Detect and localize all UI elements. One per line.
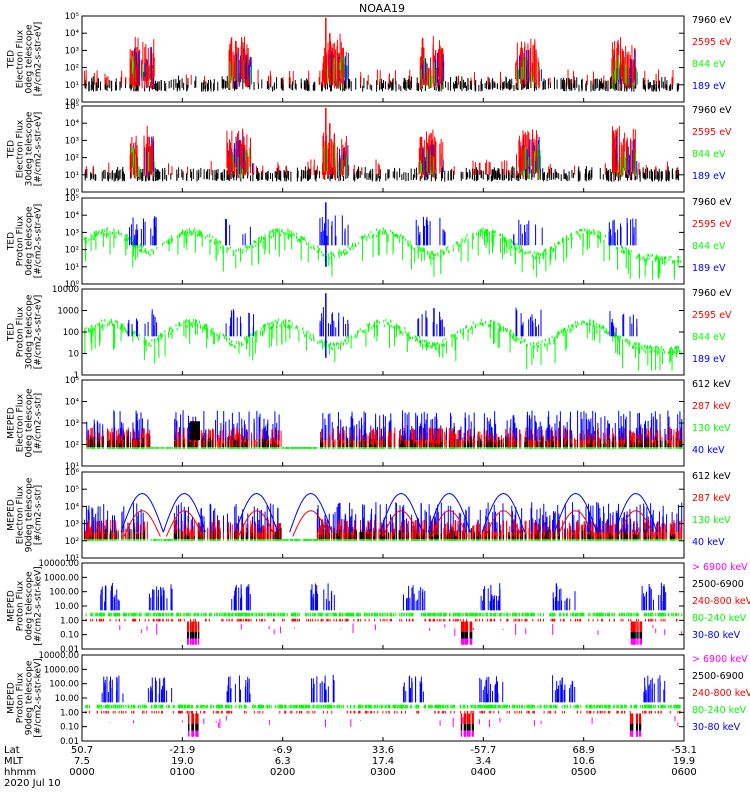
y-tick-label: 10⁴ [65,29,80,39]
panel-2: 10⁰ 10¹ 10² 10³ 10⁴ 10⁵ TEDElectron Flux30deg … [7,102,733,198]
legend-entry: 189 eV [692,354,726,365]
legend: 7960 eV 2595 eV 844 eV 189 eV [692,197,732,274]
y-axis-label-line: TED [7,232,17,251]
panel-3: 10⁰ 10¹ 10² 10³ 10⁴ 10⁵ TEDProton Flux0deg tel… [7,194,733,290]
y-tick-label: 10¹ [65,81,79,91]
legend-entry: 2595 eV [692,219,732,230]
panel-2-frame [81,105,685,193]
legend-entry: 844 eV [692,241,726,252]
legend: 7960 eV 2595 eV 844 eV 189 eV [692,15,732,92]
y-tick-label: 10³ [65,46,79,56]
y-axis-label-line: [#/cm2-s-str-eV] [34,295,44,370]
y-axis-label-line: Proton Flux [16,306,26,357]
y-axis-label: TEDElectron Flux0deg telescope[#/cm2-s-s… [7,22,44,97]
legend-entry: 7960 eV [692,288,732,299]
y-tick-label: 10² [65,154,79,164]
panel-2-data-marks [84,107,679,182]
y-axis-label-line: TED [7,50,17,69]
y-tick-label: 10² [65,246,79,256]
y-axis-label-line: [#/cm2-s-str-eV] [34,22,44,97]
y-tick-label: 10 [68,350,79,360]
y-axis-label-line: TED [7,140,17,159]
legend-entry: 844 eV [692,149,726,160]
y-axis-label-line: 30deg telescope [25,111,35,186]
y-tick-label: 10³ [65,228,79,238]
y-tick-label: 10000 [52,285,79,295]
y-tick-label: 100 [63,328,79,338]
y-tick-label: 10⁴ [65,211,80,221]
panel-3-data-marks [83,202,682,280]
panel-4: 1 10 100 1000 10000 TEDProton Flux30deg teles… [7,285,733,381]
legend-entry: 189 eV [692,171,726,182]
y-axis-label-line: Electron Flux [16,119,26,178]
y-axis-label-line: [#/cm2-s-str-eV] [34,204,44,279]
y-axis-label-line: Proton Flux [16,215,26,266]
y-axis-label: TEDProton Flux0deg telescope[#/cm2-s-str… [7,204,44,279]
legend-entry: 7960 eV [692,197,732,208]
y-tick-label: 10⁰ [65,188,80,198]
y-tick-label: 1 [74,371,79,381]
y-tick-label: 10⁰ [65,280,80,290]
legend-entry: 189 eV [692,81,726,92]
y-axis-label-line: 0deg telescope [25,24,35,94]
legend-entry: 2595 eV [692,310,732,321]
y-tick-label: 1000 [57,307,79,317]
y-tick-label: 10¹ [65,171,79,181]
y-tick-label: 10² [65,64,79,74]
y-axis-label: TEDElectron Flux30deg telescope[#/cm2-s-… [7,111,44,186]
panel-4-data-marks [84,293,682,371]
y-tick-label: 10⁵ [65,102,79,112]
legend-entry: 7960 eV [692,15,732,26]
y-axis-label-line: 0deg telescope [25,206,35,276]
y-axis-label: TEDProton Flux30deg telescope[#/cm2-s-st… [7,294,44,369]
panel-1: 10⁰ 10¹ 10² 10³ 10⁴ 10⁵ TEDElectron Flux0deg t… [7,12,733,108]
y-axis-label-line: Electron Flux [16,29,26,88]
legend-entry: 189 eV [692,263,726,274]
legend-entry: 7960 eV [692,105,732,116]
legend-entry: 2595 eV [692,127,732,138]
y-tick-label: 10⁵ [65,12,79,22]
panel-5-data-marks [86,410,683,449]
y-tick-label: 10³ [65,136,79,146]
legend: 7960 eV 2595 eV 844 eV 189 eV [692,105,732,182]
y-tick-label: 10⁰ [65,98,80,108]
figure-title: NOAA19 [359,2,405,15]
panel-1-data-marks [81,17,680,92]
legend-entry: 844 eV [692,59,726,70]
y-tick-label: 10¹ [65,263,79,273]
y-tick-label: 10⁴ [65,119,80,129]
y-tick-label: 10⁵ [65,194,79,204]
y-axis-label-line: 30deg telescope [25,294,35,369]
y-axis-label-line: [#/cm2-s-str-eV] [34,112,44,187]
legend: 7960 eV 2595 eV 844 eV 189 eV [692,288,732,365]
legend-entry: 2595 eV [692,37,732,48]
y-axis-label-line: TED [7,323,17,342]
legend-entry: 844 eV [692,332,726,343]
